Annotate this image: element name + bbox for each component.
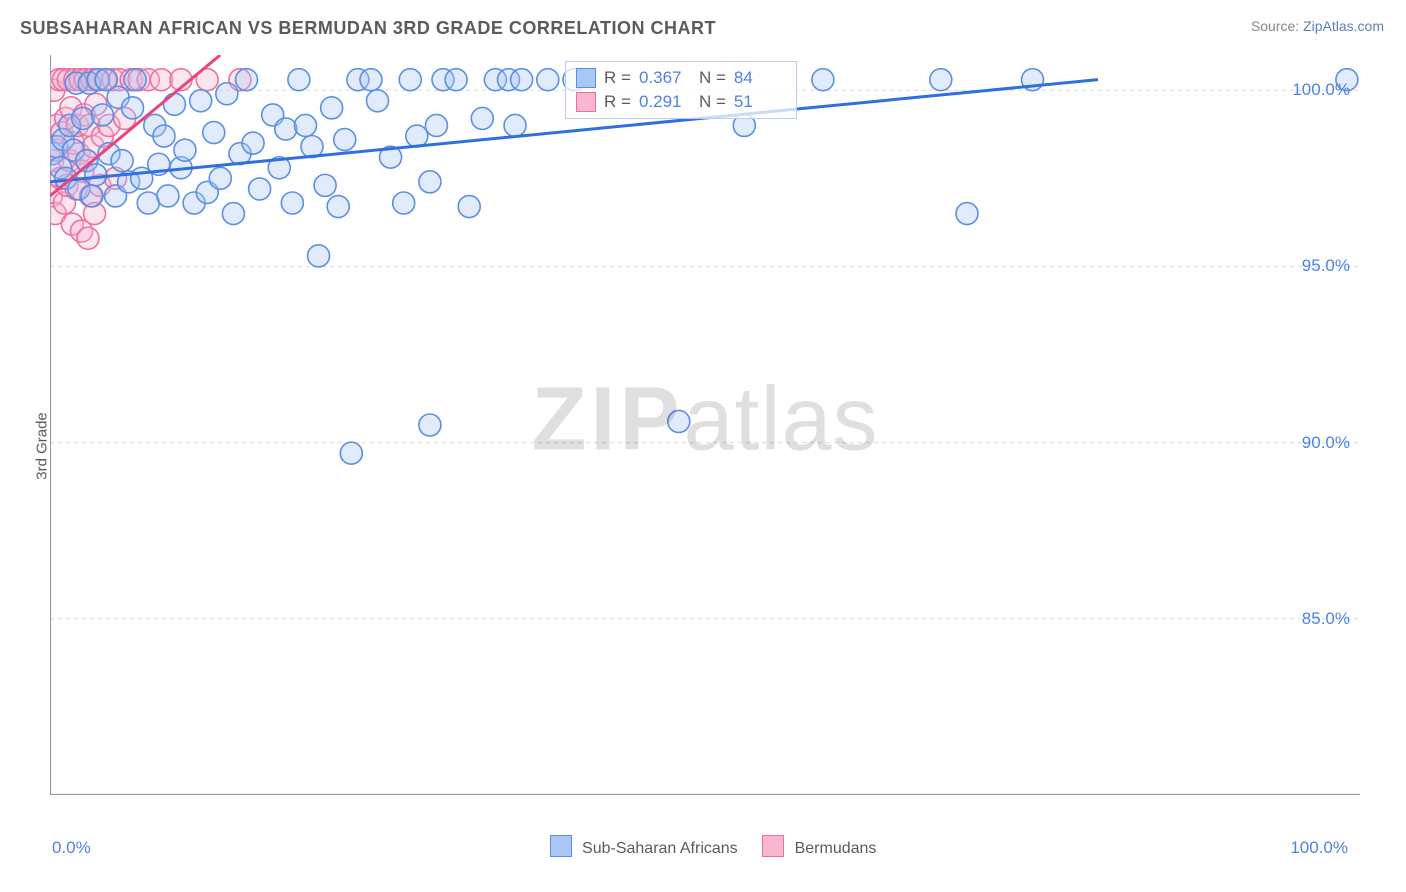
chart-title: SUBSAHARAN AFRICAN VS BERMUDAN 3RD GRADE… bbox=[20, 18, 716, 39]
stats-n-label: N = bbox=[699, 90, 726, 114]
stats-row-blue: R = 0.367 N = 84 bbox=[576, 66, 786, 90]
y-axis-label: 3rd Grade bbox=[33, 412, 50, 480]
series-blue-points bbox=[50, 69, 1358, 465]
bottom-legend: Sub-Saharan Africans Bermudans bbox=[0, 835, 1406, 858]
source-link[interactable]: ZipAtlas.com bbox=[1303, 18, 1384, 34]
gridlines bbox=[50, 90, 1360, 619]
stats-n-label: N = bbox=[699, 66, 726, 90]
y-tick-label: 85.0% bbox=[1302, 609, 1370, 629]
legend-pink-label: Bermudans bbox=[795, 840, 877, 857]
x-axis-labels: 0.0% 100.0% bbox=[50, 800, 1360, 840]
swatch-pink-icon bbox=[576, 92, 596, 112]
stats-r-pink: 0.291 bbox=[639, 90, 691, 114]
legend-blue-label: Sub-Saharan Africans bbox=[582, 840, 738, 857]
y-tick-label: 100.0% bbox=[1292, 80, 1370, 100]
stats-r-label: R = bbox=[604, 90, 631, 114]
stats-legend-box: R = 0.367 N = 84 R = 0.291 N = 51 bbox=[565, 61, 797, 119]
legend-swatch-blue-icon bbox=[550, 835, 572, 857]
legend-swatch-pink-icon bbox=[762, 835, 784, 857]
stats-r-label: R = bbox=[604, 66, 631, 90]
axes bbox=[50, 55, 1360, 795]
stats-n-pink: 51 bbox=[734, 90, 786, 114]
scatter-plot-svg bbox=[50, 55, 1360, 795]
plot-area: 85.0%90.0%95.0%100.0% ZIPatlas R = 0.367… bbox=[50, 55, 1360, 795]
swatch-blue-icon bbox=[576, 68, 596, 88]
chart-container: SUBSAHARAN AFRICAN VS BERMUDAN 3RD GRADE… bbox=[0, 0, 1406, 892]
source-attribution: Source: ZipAtlas.com bbox=[1251, 18, 1384, 34]
stats-r-blue: 0.367 bbox=[639, 66, 691, 90]
y-tick-label: 95.0% bbox=[1302, 256, 1370, 276]
stats-row-pink: R = 0.291 N = 51 bbox=[576, 90, 786, 114]
source-prefix: Source: bbox=[1251, 18, 1303, 34]
y-tick-label: 90.0% bbox=[1302, 433, 1370, 453]
stats-n-blue: 84 bbox=[734, 66, 786, 90]
